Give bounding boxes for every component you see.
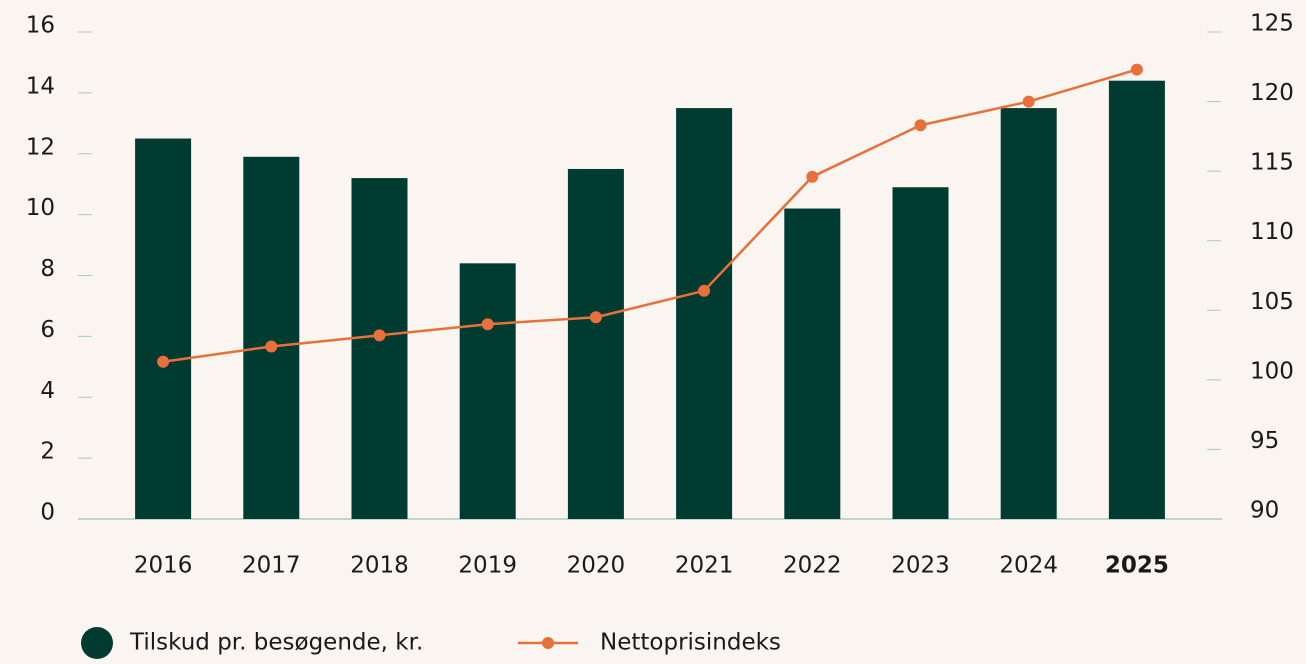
- line-point: [157, 355, 170, 368]
- bar: [892, 187, 949, 519]
- legend-label: Nettoprisindeks: [600, 630, 781, 656]
- y2-tick-label: 110: [1250, 219, 1294, 245]
- x-tick-label: 2018: [350, 553, 409, 579]
- y2-tick-label: 100: [1250, 358, 1294, 384]
- y-tick-label: 16: [26, 13, 55, 39]
- legend-swatch: [81, 627, 113, 659]
- y-tick-label: 4: [40, 378, 55, 404]
- y2-tick-label: 125: [1250, 11, 1294, 37]
- line-point: [373, 329, 386, 342]
- bar: [1108, 80, 1165, 519]
- y-tick-label: 10: [26, 195, 55, 221]
- bar: [676, 108, 733, 519]
- bar: [784, 208, 841, 519]
- y2-tick-label: 90: [1250, 498, 1279, 524]
- x-tick-label: 2025: [1105, 553, 1169, 579]
- y-tick-label: 0: [40, 500, 55, 526]
- x-tick-label: 2022: [783, 553, 842, 579]
- x-tick-label: 2017: [242, 553, 301, 579]
- x-tick-label: 2024: [999, 553, 1058, 579]
- bar: [459, 263, 516, 519]
- line-point: [589, 311, 602, 324]
- y-tick-label: 2: [40, 439, 55, 465]
- bar: [243, 156, 300, 519]
- legend-swatch-dot: [542, 637, 554, 649]
- y2-tick-label: 105: [1250, 289, 1294, 315]
- y2-tick-label: 120: [1250, 80, 1294, 106]
- y-tick-label: 12: [26, 134, 55, 160]
- bar: [1000, 108, 1057, 519]
- line-point: [914, 119, 927, 132]
- y-tick-label: 6: [40, 317, 55, 343]
- bar: [351, 178, 408, 519]
- x-tick-label: 2021: [675, 553, 734, 579]
- line-point: [265, 340, 278, 353]
- x-tick-label: 2020: [567, 553, 626, 579]
- bar: [567, 168, 624, 519]
- y2-tick-label: 115: [1250, 150, 1294, 176]
- y-tick-label: 14: [26, 73, 55, 99]
- x-tick-label: 2023: [891, 553, 950, 579]
- line-point: [806, 170, 819, 183]
- y2-tick-label: 95: [1250, 428, 1279, 454]
- line: [162, 68, 1138, 364]
- legend-label: Tilskud pr. besøgende, kr.: [129, 630, 423, 656]
- x-tick-label: 2019: [458, 553, 517, 579]
- line-point: [1022, 95, 1035, 108]
- x-tick-label: 2016: [134, 553, 193, 579]
- line-point: [481, 318, 494, 331]
- line-point: [1130, 63, 1143, 76]
- y-tick-label: 8: [40, 256, 55, 282]
- line-point: [698, 284, 711, 297]
- bar: [135, 138, 192, 519]
